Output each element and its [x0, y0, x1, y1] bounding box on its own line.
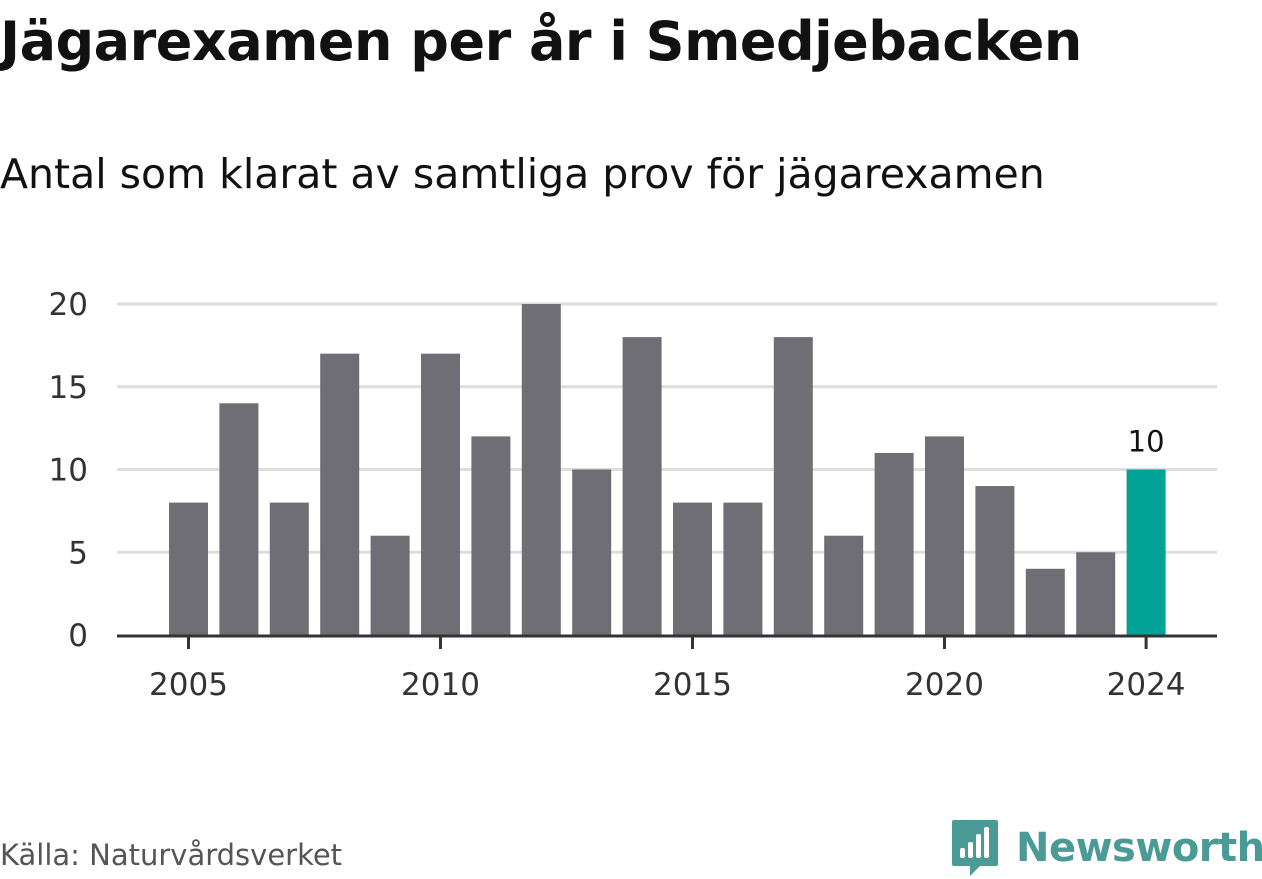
y-tick-label: 10 — [49, 453, 88, 489]
x-tick-label: 2020 — [905, 667, 984, 703]
bar-2010 — [421, 353, 460, 635]
bar-2024 — [1126, 469, 1166, 635]
bars — [169, 304, 1166, 635]
bar-2006 — [219, 403, 259, 635]
newsworthy-logo-icon — [952, 820, 998, 876]
page-title: Jägarexamen per år i Smedjebacken — [0, 10, 1082, 73]
y-tick-label: 20 — [49, 287, 88, 323]
bar-2018 — [824, 535, 864, 635]
y-tick-label: 5 — [68, 535, 88, 571]
bar-2022 — [1025, 568, 1065, 635]
bar-2008 — [320, 353, 360, 635]
bar-2015 — [673, 502, 712, 635]
bar-2011 — [471, 436, 511, 635]
data-label-2024: 10 — [1128, 425, 1165, 459]
y-tick-label: 15 — [49, 370, 88, 406]
chart-subtitle: Antal som klarat av samtliga prov för jä… — [0, 150, 1045, 198]
bar-2017 — [773, 337, 813, 635]
bar-2014 — [622, 337, 662, 635]
brand-name: Newsworthy — [1016, 825, 1262, 871]
y-tick-label: 0 — [68, 618, 88, 654]
x-tick-label: 2005 — [149, 667, 228, 703]
x-tick-label: 2015 — [653, 667, 732, 703]
y-axis-ticks: 0 5 10 15 20 — [49, 287, 88, 654]
data-labels: 10 — [1128, 425, 1165, 459]
source-note: Källa: Naturvårdsverket — [0, 838, 343, 872]
bar-2005 — [169, 502, 208, 635]
x-tick-label: 2024 — [1107, 667, 1186, 703]
x-tick-label: 2010 — [401, 667, 480, 703]
bar-2012 — [521, 304, 561, 635]
bar-2009 — [370, 535, 410, 635]
bar-2021 — [975, 486, 1015, 635]
bar-2019 — [874, 452, 914, 635]
brand-logo[interactable]: Newsworthy — [950, 818, 1262, 878]
bar-2020 — [925, 436, 964, 635]
bar-2013 — [572, 469, 612, 635]
bar-2023 — [1076, 552, 1116, 635]
bar-2007 — [269, 502, 309, 635]
bar-2016 — [723, 502, 763, 635]
x-axis-ticks: 2005 2010 2015 2020 2024 — [149, 637, 1186, 703]
